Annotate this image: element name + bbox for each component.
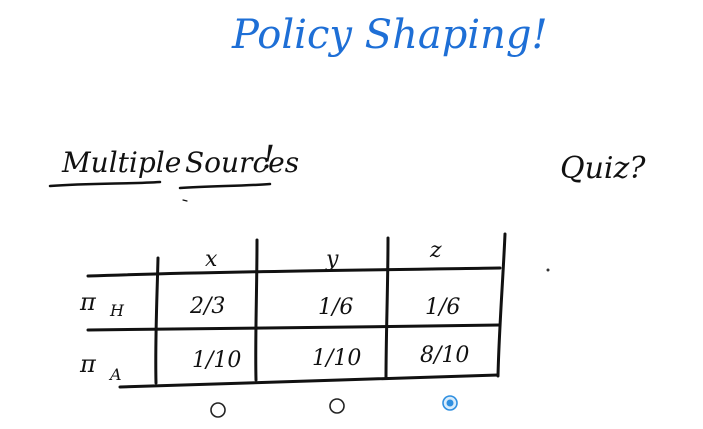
cell-h-z: 1/6: [425, 295, 460, 320]
cell-a-x: 1/10: [192, 348, 241, 373]
table-top-line: [86, 266, 502, 278]
cell-h-y: 1/6: [318, 295, 353, 320]
cell-a-y: 1/10: [312, 346, 361, 371]
answer-radio-y[interactable]: [329, 398, 345, 414]
quiz-label: Quiz?: [560, 151, 646, 186]
subtitle-exclamation: !: [262, 138, 275, 176]
subtitle-sources: Sources: [185, 146, 299, 179]
table-col-divider-4: [496, 232, 507, 378]
column-header-x: x: [205, 247, 218, 272]
row-label-pi-h: π: [79, 288, 97, 316]
answer-radio-selected-dot: [446, 399, 454, 407]
row-label-sub-a: A: [108, 365, 122, 384]
answer-radio-ring: [210, 402, 226, 418]
slide-title: Policy Shaping!: [231, 12, 548, 58]
cell-h-x: 2/3: [189, 294, 225, 319]
stray-ink-dot: [546, 268, 550, 272]
column-header-z: z: [429, 238, 442, 263]
subtitle-multiple: Multiple: [61, 146, 181, 179]
table-col-divider-3: [384, 236, 390, 380]
row-label-pi-a: π: [79, 350, 97, 378]
table-col-divider-2: [254, 238, 259, 382]
underline-sources: [178, 182, 272, 190]
underline-multiple: [48, 180, 162, 188]
answer-radio-z[interactable]: [442, 395, 458, 411]
table-col-divider-1: [154, 256, 160, 385]
answer-options: [210, 395, 458, 418]
table-grid: [86, 232, 507, 389]
column-header-y: y: [325, 247, 339, 272]
cell-a-z: 8/10: [420, 343, 469, 368]
stray-ink-mark: [182, 199, 188, 202]
answer-radio-x[interactable]: [210, 402, 226, 418]
table-bottom-line: [118, 373, 500, 389]
row-label-sub-h: H: [109, 301, 125, 320]
answer-radio-ring: [329, 398, 345, 414]
table-middle-line: [86, 323, 502, 332]
